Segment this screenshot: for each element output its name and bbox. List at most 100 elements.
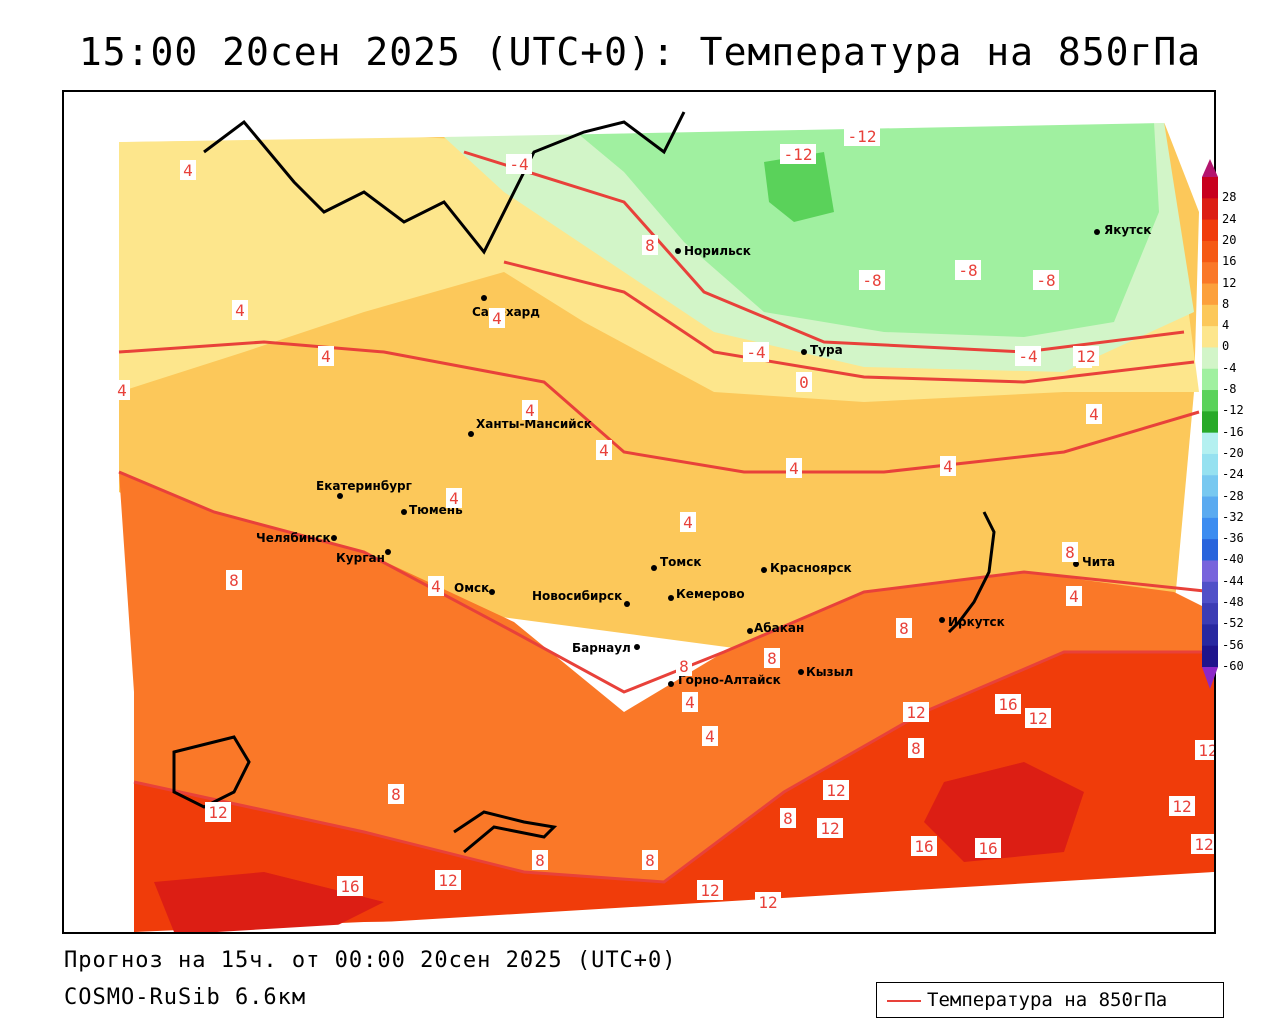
page-title: 15:00 20сен 2025 (UTC+0): Температура на… bbox=[78, 30, 1202, 74]
isotherm-label-box bbox=[1086, 404, 1102, 424]
isotherm-label-box bbox=[764, 648, 780, 668]
city-dot bbox=[939, 617, 945, 623]
city-label-irkutsk: Иркутск bbox=[948, 615, 1005, 629]
colorbar-swatch bbox=[1202, 539, 1218, 561]
isotherm-label-box bbox=[955, 260, 981, 280]
colorbar-tick-label: -28 bbox=[1222, 488, 1244, 503]
isotherm-label: 8 bbox=[911, 739, 921, 758]
city-dot bbox=[401, 509, 407, 515]
colorbar-swatch bbox=[1202, 603, 1218, 625]
isotherm-label-box bbox=[506, 154, 532, 174]
isotherm-label: 4 bbox=[321, 347, 331, 366]
city-dot bbox=[337, 493, 343, 499]
colorbar-swatch bbox=[1202, 304, 1218, 327]
isotherm-label-box bbox=[702, 726, 718, 746]
colorbar-tick-label: -52 bbox=[1222, 616, 1244, 631]
isotherm-label-box bbox=[817, 818, 843, 838]
colorbar-swatch bbox=[1202, 411, 1218, 434]
isotherm-label: -8 bbox=[1036, 271, 1055, 290]
colorbar-swatch bbox=[1202, 368, 1218, 391]
city-label-kyzyl: Кызыл bbox=[806, 665, 853, 679]
isotherm-label: 4 bbox=[685, 693, 695, 712]
isotherm-label: 12 bbox=[1198, 741, 1214, 760]
isotherm-label: 8 bbox=[645, 236, 655, 255]
city-label-omsk: Омск bbox=[454, 581, 489, 595]
isotherm-label-box bbox=[642, 850, 658, 870]
city-label-ekaterinburg: Екатеринбург bbox=[316, 479, 412, 493]
isotherm-label-box bbox=[532, 850, 548, 870]
isotherm-label-box bbox=[226, 570, 242, 590]
colorbar-tick-label: 12 bbox=[1222, 275, 1237, 290]
isotherm-label: 12 bbox=[438, 871, 457, 890]
city-label-kurgan: Курган bbox=[336, 551, 385, 565]
isotherm-label: -12 bbox=[784, 145, 813, 164]
isotherm-label-box bbox=[796, 372, 812, 392]
city-dot bbox=[624, 601, 630, 607]
isotherm-label-box bbox=[908, 738, 924, 758]
city-dot bbox=[1073, 561, 1079, 567]
city-label-kemerovo: Кемерово bbox=[676, 587, 745, 601]
isotherm-label-box bbox=[780, 144, 816, 164]
forecast-info: Прогноз на 15ч. от 00:00 20сен 2025 (UTC… bbox=[64, 948, 677, 973]
isotherm-label: 4 bbox=[449, 489, 459, 508]
isotherm-label-box bbox=[596, 440, 612, 460]
city-label-norilsk: Норильск bbox=[684, 244, 751, 258]
isotherm-label: 4 bbox=[492, 309, 502, 328]
city-label-chita: Чита bbox=[1082, 555, 1115, 569]
colorbar-tick-label: 16 bbox=[1222, 254, 1237, 269]
map-canvas: Норильск Якутск Салехард Тура Ханты-Манс… bbox=[64, 92, 1214, 932]
colorbar-tick-label: -56 bbox=[1222, 637, 1244, 652]
colorbar-tick-label: -24 bbox=[1222, 467, 1244, 482]
isotherm-label-box bbox=[1062, 542, 1078, 562]
city-dot bbox=[481, 295, 487, 301]
colorbar-tick-label: -36 bbox=[1222, 531, 1244, 546]
colorbar-tick-label: 24 bbox=[1222, 211, 1237, 226]
colorbar-swatch bbox=[1202, 560, 1218, 583]
aral-region bbox=[172, 735, 251, 809]
colorbar-swatch bbox=[1202, 453, 1218, 476]
colorbar-tick-label: -48 bbox=[1222, 595, 1244, 610]
lake-baikal bbox=[947, 511, 996, 634]
colorbar-swatch bbox=[1202, 475, 1218, 498]
model-name: COSMO-RuSib 6.6км bbox=[64, 985, 307, 1010]
colorbar-tick-label: -20 bbox=[1222, 445, 1244, 460]
isotherm-label: -12 bbox=[848, 127, 877, 146]
isotherm-label: -8 bbox=[958, 261, 977, 280]
city-dot bbox=[668, 681, 674, 687]
isotherm-label-box bbox=[388, 784, 404, 804]
isotherm-label-box bbox=[337, 876, 363, 896]
isotherm-label-box bbox=[995, 694, 1021, 714]
isotherm-label-box bbox=[489, 308, 505, 328]
isotherm-label: 0 bbox=[799, 373, 809, 392]
isotherm-label: 4 bbox=[525, 401, 535, 420]
isotherm-label-box bbox=[1025, 708, 1051, 728]
colorbar-swatch bbox=[1202, 432, 1218, 455]
isotherm-label-box bbox=[697, 880, 723, 900]
region-fill-12-16 bbox=[134, 652, 1214, 932]
isotherm-label: 12 bbox=[1028, 709, 1047, 728]
city-label-tomsk: Томск bbox=[660, 555, 702, 569]
isotherm-label: 8 bbox=[229, 571, 239, 590]
isotherm-line-8 bbox=[118, 470, 1214, 694]
isotherm-label: 4 bbox=[183, 161, 193, 180]
isotherm-label-box bbox=[676, 656, 692, 676]
temperature-map[interactable]: Норильск Якутск Салехард Тура Ханты-Манс… bbox=[62, 90, 1216, 934]
coastline bbox=[203, 111, 686, 255]
isotherm-label: 12 bbox=[820, 819, 839, 838]
colorbar-swatch bbox=[1202, 240, 1218, 263]
colorbar-swatch bbox=[1202, 326, 1218, 348]
colorbar-tick-label: -12 bbox=[1222, 403, 1244, 418]
isotherm-label-box bbox=[1073, 346, 1099, 366]
isotherm-label-box bbox=[859, 270, 885, 290]
isotherm-label: 12 bbox=[1172, 797, 1191, 816]
isotherm-label-box bbox=[780, 808, 796, 828]
isotherm-label-box bbox=[1169, 796, 1195, 816]
isotherm-label-box bbox=[786, 458, 802, 478]
colorbar-swatch bbox=[1202, 645, 1218, 668]
colorbar-tick-label: 0 bbox=[1222, 339, 1230, 354]
isotherm-label-box bbox=[522, 400, 538, 420]
isotherm-label-box bbox=[114, 380, 130, 400]
isotherm-label-box bbox=[823, 780, 849, 800]
city-label-novosibirsk: Новосибирск bbox=[532, 589, 622, 603]
isotherm-line-0 bbox=[503, 260, 1195, 384]
